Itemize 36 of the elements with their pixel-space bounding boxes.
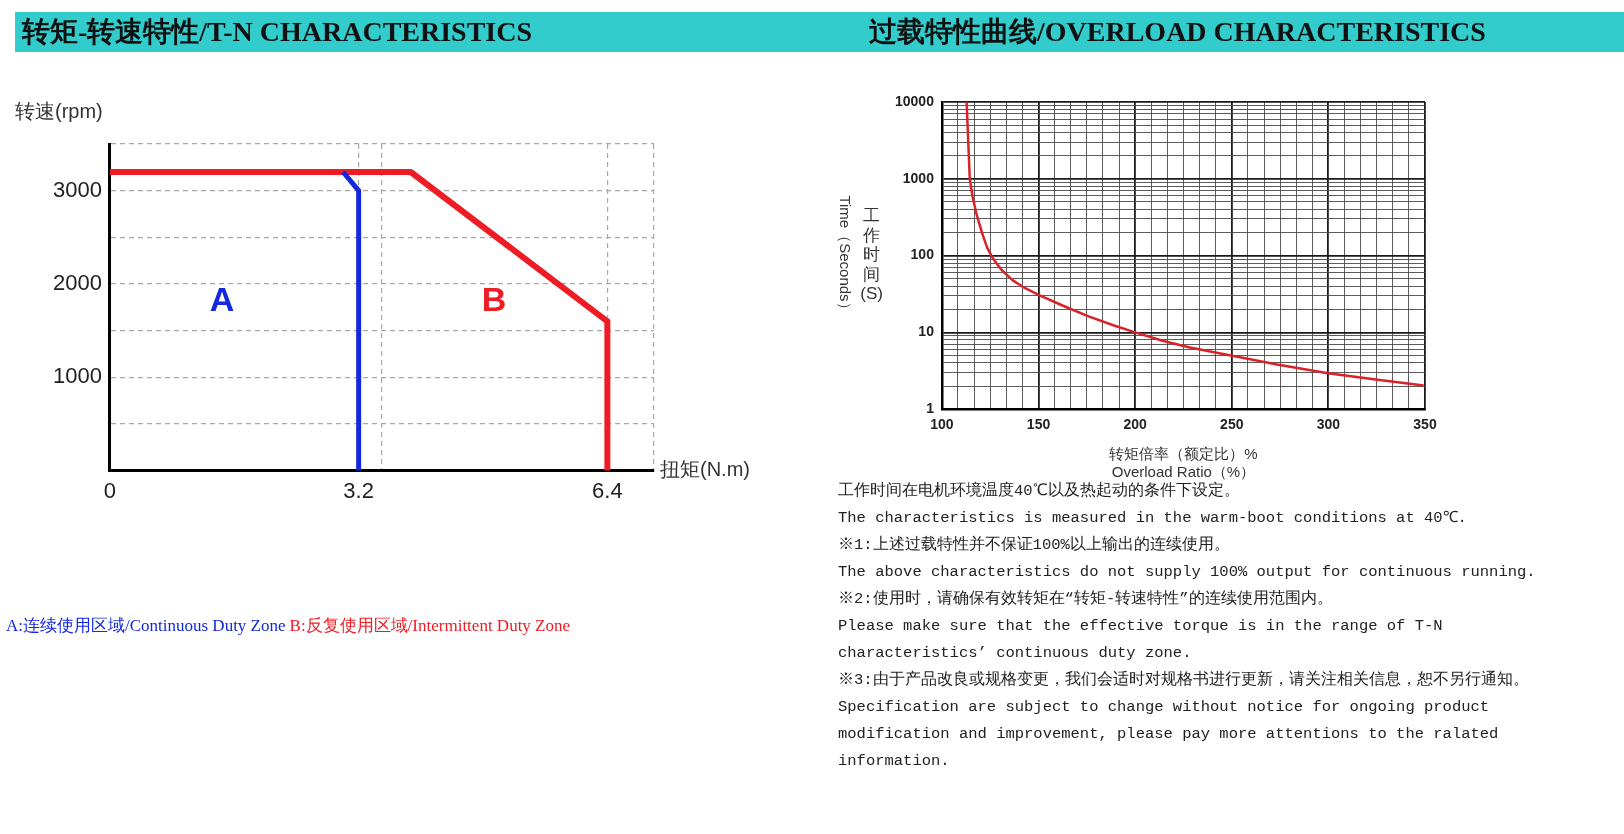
text: ※1:上述过载特性并不保证100%以上输出的连续使用。 [838, 534, 1231, 556]
chart-title: 转矩-转速特性/T-N CHARACTERISTICS [22, 16, 533, 47]
x-tick-label: 250 [1220, 416, 1244, 433]
text: B:反复使用区域/Intermittent Duty Zone [289, 616, 571, 635]
text: Specification are subject to change without notice for ongoing product modification and improvement, please pay more attentions to the ralated information. [838, 697, 1500, 772]
chart-title: 过载特性曲线/OVERLOAD CHARACTERISTICS [869, 16, 1486, 47]
y-tick-label: 2000 [52, 270, 102, 296]
header-banner: 转矩-转速特性/T-N CHARACTERISTICS [15, 12, 823, 52]
y-tick-label: 100 [910, 246, 935, 263]
x-tick-label: 200 [1123, 416, 1148, 433]
text: ※2:使用时，请确保有效转矩在“转矩-转速特性”的连续使用范围内。 [838, 589, 1334, 610]
text: Please make sure that the effective torque is in the range of T-N characteristics’ continuous duty zone. [838, 616, 1444, 664]
x-tick-label: 0 [103, 477, 117, 503]
x-tick-label: 350 [1413, 416, 1437, 433]
text: 工作时间在电机环境温度40℃以及热起动的条件下设定。 [838, 482, 1240, 500]
header-banner: 过载特性曲线/OVERLOAD CHARACTERISTICS [823, 12, 1624, 52]
y-tick-label: 3000 [52, 176, 102, 202]
x-tick-label: 100 [930, 416, 954, 433]
x-axis-title: 扭矩(N.m) [660, 458, 750, 481]
text: The above characteristics do not supply 100% output for continuous running. [838, 562, 1537, 583]
y-axis-title: 转速(rpm) [15, 99, 103, 122]
text: A:连续使用区域/Continuous Duty Zone [6, 616, 286, 635]
x-axis-title: 转矩倍率（额定比）% Overload Ratio（%） [1109, 445, 1258, 481]
x-tick-label: 3.2 [343, 477, 374, 503]
y-tick-label: 10 [918, 323, 935, 340]
x-tick-label: 300 [1316, 416, 1341, 433]
annotation: B [481, 280, 507, 319]
y-tick-label: 1000 [902, 169, 935, 186]
y-tick-label: 1000 [52, 363, 102, 389]
y-tick-label: 1 [926, 400, 935, 417]
text: The characteristics is measured in the warm-boot conditions at 40℃. [838, 508, 1468, 529]
x-tick-label: 6.4 [592, 477, 623, 503]
y-tick-label: 10000 [894, 92, 935, 109]
annotation: A [209, 280, 235, 319]
text: ※3:由于产品改良或规格变更，我们会适时对规格书进行更新，请关注相关信息，恕不另行通知。 [838, 669, 1530, 691]
x-tick-label: 150 [1026, 416, 1051, 433]
